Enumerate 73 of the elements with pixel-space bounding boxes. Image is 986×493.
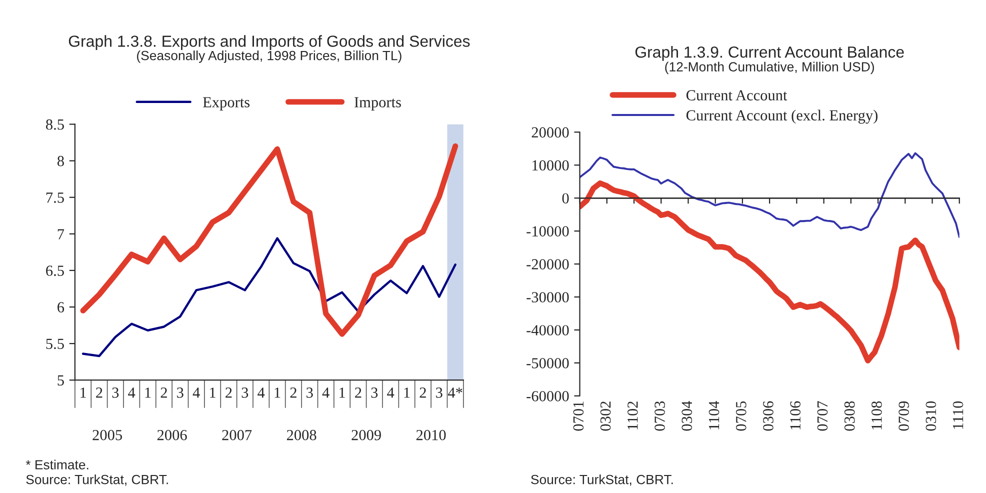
x-tick-label: 2	[355, 388, 362, 398]
x-tick-label: 3	[306, 388, 313, 398]
text: * Estimate.	[26, 460, 88, 470]
text: 2008	[286, 430, 316, 440]
x-tick-label: 0304	[682, 400, 692, 431]
y-tick-label: 0	[562, 193, 569, 204]
x-tick-label: 4	[258, 388, 265, 398]
text: 2009	[352, 430, 381, 440]
x-tick-label: 2	[420, 388, 426, 398]
x-tick-label: 0701	[573, 402, 584, 431]
x-tick-label: 1110	[952, 401, 964, 429]
x-tick-label: 3	[436, 388, 442, 398]
x-tick-label: 2	[226, 388, 232, 398]
y-tick-label: -40000	[526, 325, 569, 336]
legend-label: Current Account (excl. Energy)	[686, 110, 878, 124]
x-tick-label: 1	[404, 388, 410, 398]
y-tick-label: 6.5	[46, 266, 64, 276]
y-tick-label: 5	[58, 375, 64, 386]
text: 2005	[92, 430, 122, 440]
y-tick-label: -10000	[526, 226, 569, 236]
y-tick-label: 8.5	[46, 119, 64, 130]
legend-label: Exports	[202, 97, 250, 110]
x-tick-label: 4	[128, 388, 136, 398]
x-tick-label: 0703	[654, 401, 665, 431]
source-note: Source: TurkStat, CBRT.	[26, 474, 168, 486]
y-tick-label: -30000	[526, 292, 569, 302]
legend-label: Imports	[354, 97, 401, 110]
x-tick-label: 3	[112, 388, 119, 398]
y-tick-label: -60000	[526, 391, 569, 402]
x-tick-label: 4	[192, 388, 200, 398]
x-tick-label: 4	[387, 388, 394, 398]
x-tick-label: 0308	[844, 401, 855, 431]
y-tick-label: 7	[58, 229, 64, 240]
x-tick-label: 3	[371, 388, 378, 398]
y-tick-label: 7.5	[46, 192, 64, 203]
x-tick-label: 2	[96, 388, 102, 398]
y-tick-label: 20000	[532, 127, 569, 138]
x-tick-label: 0707	[817, 401, 828, 431]
chart-subtitle: (12-Month Cumulative, Million USD)	[665, 62, 874, 74]
legend-label: Current Account	[686, 90, 788, 100]
x-tick-label: 1	[145, 388, 151, 398]
x-tick-label: 0302	[600, 402, 611, 431]
y-tick-label: -50000	[526, 358, 569, 368]
x-tick-label: 0306	[763, 401, 774, 431]
x-tick-label: 1	[274, 388, 280, 398]
x-tick-label: 1102	[628, 402, 638, 430]
x-tick-label: 4	[322, 388, 330, 398]
chart-title: Graph 1.3.9. Current Account Balance	[635, 46, 904, 61]
x-tick-label: 0310	[926, 401, 936, 431]
x-tick-label: 2	[290, 388, 296, 398]
y-tick-label: 10000	[532, 160, 569, 171]
x-tick-label: 1	[340, 388, 345, 398]
source-note: Source: TurkStat, CBRT.	[531, 474, 673, 486]
x-tick-label: 0705	[736, 401, 746, 431]
x-tick-label: 0709	[898, 401, 909, 431]
text: 2006	[157, 430, 187, 440]
x-tick-label: 2	[160, 388, 167, 398]
x-tick-label: 3	[177, 388, 184, 398]
x-tick-label: 1104	[708, 400, 720, 430]
x-tick-label: 1	[80, 388, 86, 398]
text: 2007	[222, 430, 252, 440]
x-tick-label: 3	[242, 388, 248, 398]
text: 2010	[416, 430, 446, 440]
chart-subtitle: (Seasonally Adjusted, 1998 Prices, Billion TL)	[137, 50, 402, 63]
x-tick-label: 1108	[872, 401, 882, 430]
y-tick-label: 5.5	[46, 338, 64, 350]
chart-title: Graph 1.3.8. Exports and Imports of Goods and Services	[68, 35, 470, 50]
x-tick-label: 4*	[448, 388, 462, 398]
y-tick-label: -20000	[526, 259, 569, 270]
x-tick-label: 1	[210, 388, 216, 398]
y-tick-label: 8	[57, 156, 64, 166]
y-tick-label: 6	[58, 302, 64, 312]
x-tick-label: 1106	[790, 401, 801, 430]
